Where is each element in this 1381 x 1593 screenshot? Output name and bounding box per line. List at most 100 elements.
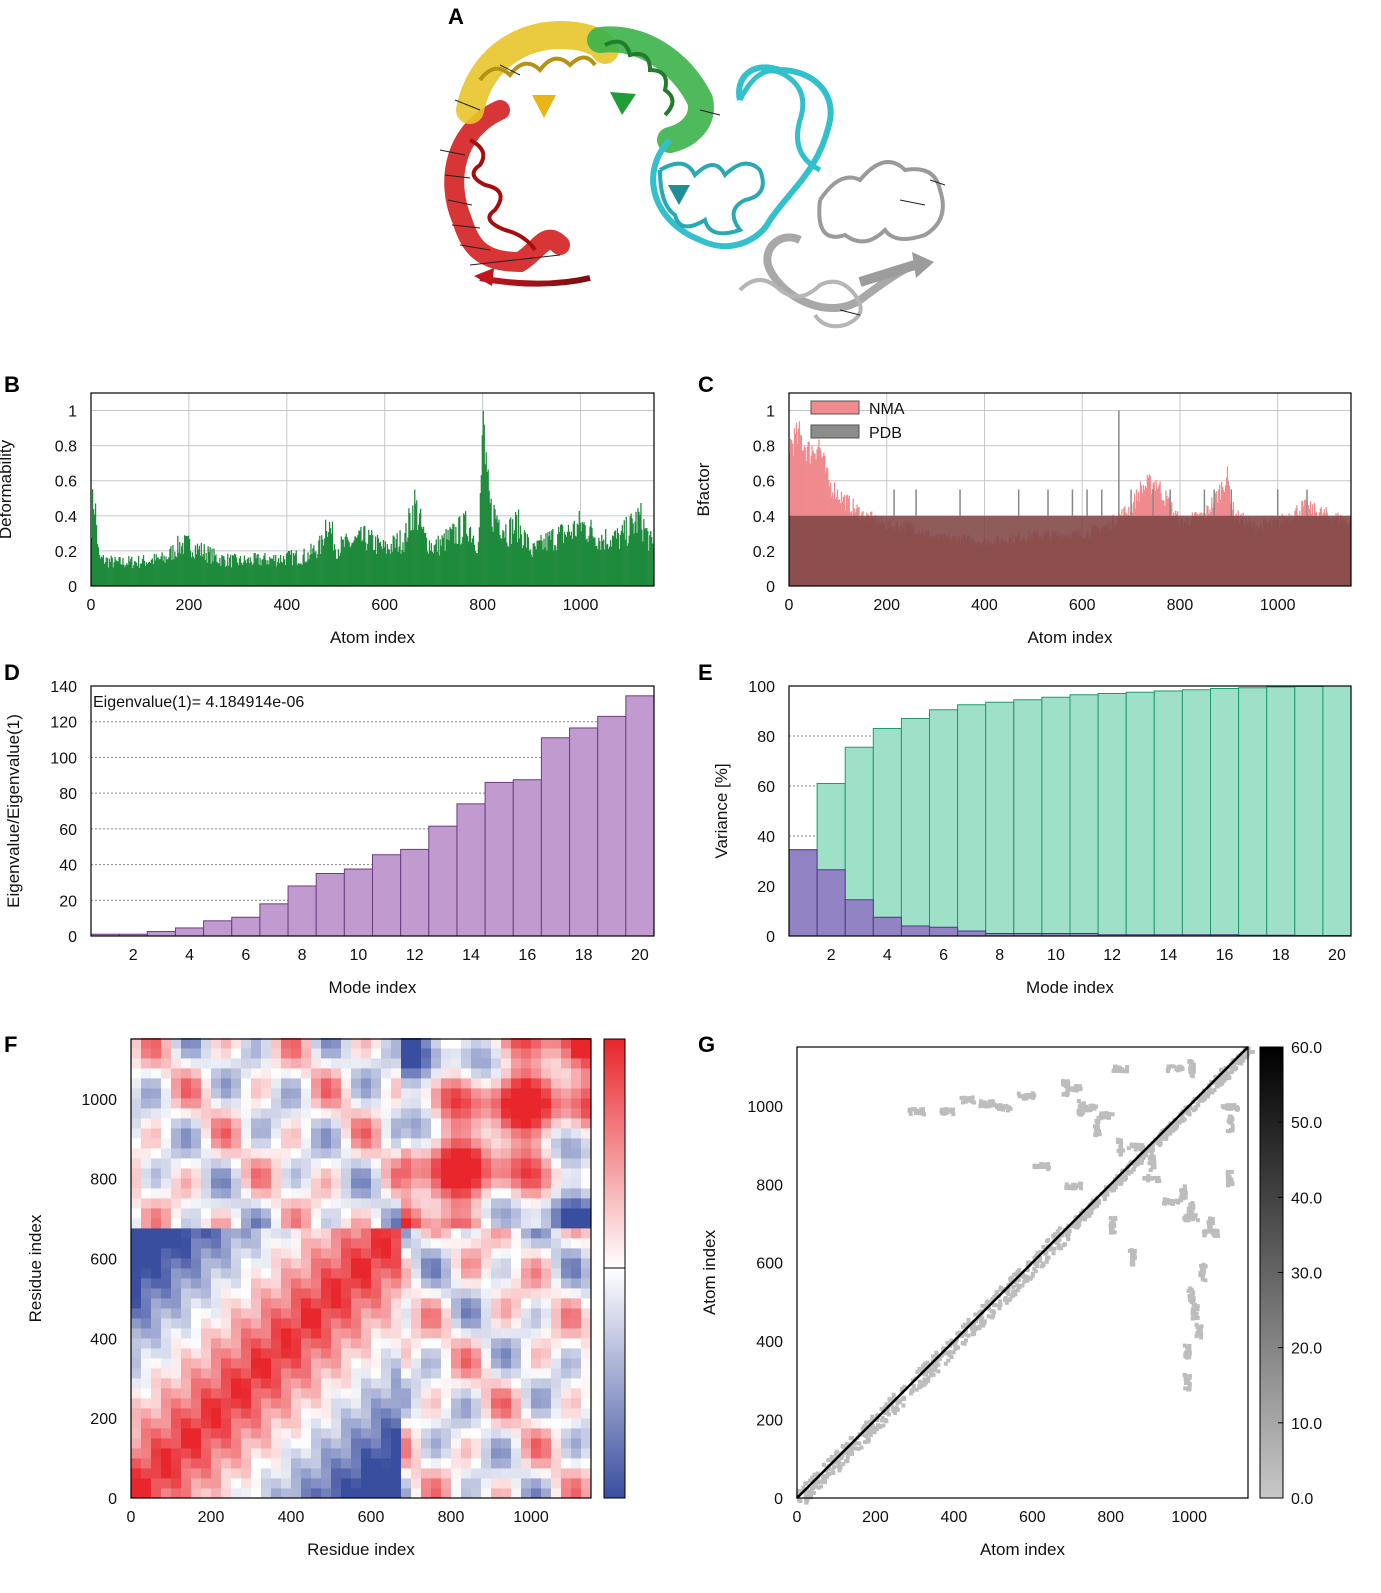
x-axis-title: Residue index	[307, 1540, 415, 1559]
contact	[1150, 1147, 1155, 1152]
heat-cell	[291, 1258, 302, 1269]
contact	[1095, 1203, 1100, 1208]
heat-cell	[381, 1178, 392, 1189]
bar	[193, 558, 196, 586]
heat-cell	[571, 1318, 582, 1329]
contact	[1154, 1137, 1159, 1142]
contact	[921, 1364, 926, 1369]
bar	[273, 555, 275, 586]
heat-cell	[281, 1248, 292, 1259]
heat-cell	[401, 1438, 412, 1449]
heat-cell	[441, 1148, 452, 1159]
bar	[238, 558, 241, 586]
heat-cell	[221, 1088, 232, 1099]
bar	[184, 535, 186, 586]
bar	[410, 530, 412, 586]
heat-cell	[531, 1488, 542, 1499]
contact	[1102, 1111, 1107, 1116]
heat-cell	[401, 1098, 412, 1109]
bar	[592, 536, 594, 586]
heat-cell	[241, 1318, 252, 1329]
bar	[347, 540, 349, 586]
heat-cell	[421, 1338, 432, 1349]
bar	[541, 540, 543, 586]
heat-cell	[201, 1368, 212, 1379]
heat-cell	[351, 1368, 362, 1379]
bar	[500, 538, 502, 586]
heat-cell	[371, 1068, 382, 1079]
heat-cell	[521, 1098, 532, 1109]
contact	[1108, 1215, 1113, 1220]
contact	[1121, 1177, 1126, 1182]
heat-cell	[451, 1368, 462, 1379]
contact	[962, 1322, 967, 1327]
bar	[380, 546, 383, 586]
contact	[1102, 1115, 1107, 1120]
heat-cell	[381, 1058, 392, 1069]
heat-cell	[381, 1228, 392, 1239]
bar	[507, 545, 509, 586]
y-tick-label: 140	[50, 679, 77, 696]
heat-cell	[581, 1398, 592, 1409]
heat-cell	[511, 1238, 522, 1249]
heat-cell	[471, 1038, 482, 1049]
contact	[954, 1345, 959, 1350]
heat-cell	[581, 1418, 592, 1429]
heat-cell	[351, 1478, 362, 1489]
bar	[230, 554, 232, 586]
heat-cell	[411, 1128, 422, 1139]
heat-cell	[261, 1448, 272, 1459]
displacement-vectors	[439, 64, 946, 316]
heat-cell	[221, 1138, 232, 1149]
heat-cell	[361, 1288, 372, 1299]
heat-cell	[411, 1238, 422, 1249]
heat-cell	[401, 1218, 412, 1229]
contact	[1106, 1113, 1111, 1118]
contact	[1064, 1233, 1069, 1238]
contact	[1061, 1243, 1066, 1248]
heat-cell	[231, 1088, 242, 1099]
heat-cell	[151, 1098, 162, 1109]
bar	[300, 563, 302, 586]
heat-cell	[541, 1148, 552, 1159]
series-cumulative	[788, 685, 1352, 937]
bar	[368, 529, 370, 586]
heat-cell	[261, 1368, 272, 1379]
heat-cell	[391, 1038, 402, 1049]
heat-cell	[521, 1448, 532, 1459]
heat-cell	[341, 1138, 352, 1149]
heat-cell	[401, 1398, 412, 1409]
heat-cell	[571, 1288, 582, 1299]
heat-cell	[291, 1398, 302, 1409]
heat-cell	[541, 1168, 552, 1179]
heat-cell	[241, 1208, 252, 1219]
bar	[205, 553, 207, 586]
heat-cell	[171, 1478, 182, 1489]
x-tick-label: 200	[198, 1509, 225, 1526]
heat-cell	[441, 1158, 452, 1169]
heat-cell	[231, 1488, 242, 1499]
heat-cell	[561, 1458, 572, 1469]
bar	[355, 537, 357, 586]
contact	[1133, 1143, 1138, 1148]
bar	[456, 543, 458, 586]
contact	[1239, 1057, 1244, 1062]
heat-cell	[431, 1468, 442, 1479]
bar	[218, 563, 220, 586]
contact	[852, 1441, 857, 1446]
contact	[1152, 1158, 1157, 1163]
heat-cell	[151, 1158, 162, 1169]
bar	[413, 529, 415, 586]
cyan-arrowhead	[668, 185, 690, 205]
heat-cell	[421, 1258, 432, 1269]
contact	[1094, 1133, 1099, 1138]
heat-cell	[451, 1068, 462, 1079]
heat-cell	[531, 1178, 542, 1189]
bar	[557, 534, 559, 586]
heat-cell	[351, 1248, 362, 1259]
heat-cell	[351, 1178, 362, 1189]
heat-cell	[571, 1258, 582, 1269]
heat-cell	[151, 1148, 162, 1159]
y-tick-label: 1	[68, 404, 77, 421]
heat-cell	[441, 1258, 452, 1269]
